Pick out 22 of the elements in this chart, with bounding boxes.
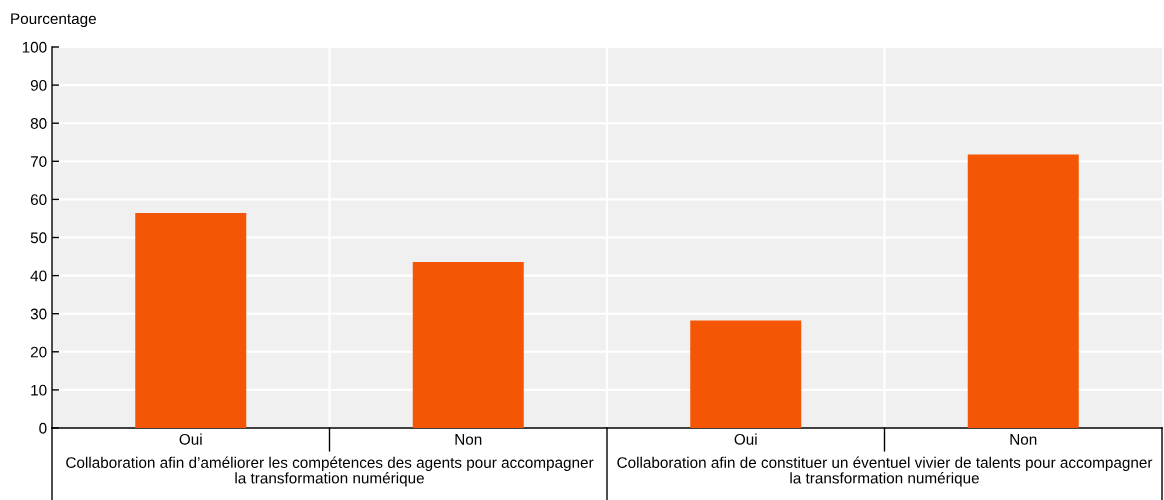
y-tick-label: 90 — [30, 79, 47, 91]
x-tick-label: Oui — [734, 433, 757, 445]
bar — [135, 213, 247, 428]
y-tick-label: 40 — [30, 270, 47, 282]
bar — [412, 261, 524, 428]
y-tick-label: 60 — [30, 194, 47, 206]
y-tick-label: 30 — [30, 308, 47, 320]
text: Collaboration afin d’améliorer les compétences des agents pour accompagner la transformation numérique — [66, 456, 594, 487]
x-tick-label: Non — [455, 434, 482, 445]
y-tick-label: 0 — [39, 422, 47, 434]
y-tick-label: 100 — [22, 41, 47, 53]
y-tick-label: 80 — [30, 118, 47, 129]
x-tick-label: Non — [1010, 434, 1037, 445]
y-axis-title: Pourcentage — [11, 13, 96, 28]
bar — [967, 154, 1079, 428]
y-tick-label: 20 — [30, 346, 47, 358]
bar — [690, 320, 802, 428]
x-tick-label: Oui — [179, 433, 202, 445]
y-tick-label: 70 — [30, 156, 47, 167]
text: Collaboration afin de constituer un éventuel vivier de talents pour accompagner la transformation numérique — [617, 456, 1153, 487]
y-tick-label: 50 — [30, 232, 47, 244]
y-tick-label: 10 — [31, 384, 47, 396]
